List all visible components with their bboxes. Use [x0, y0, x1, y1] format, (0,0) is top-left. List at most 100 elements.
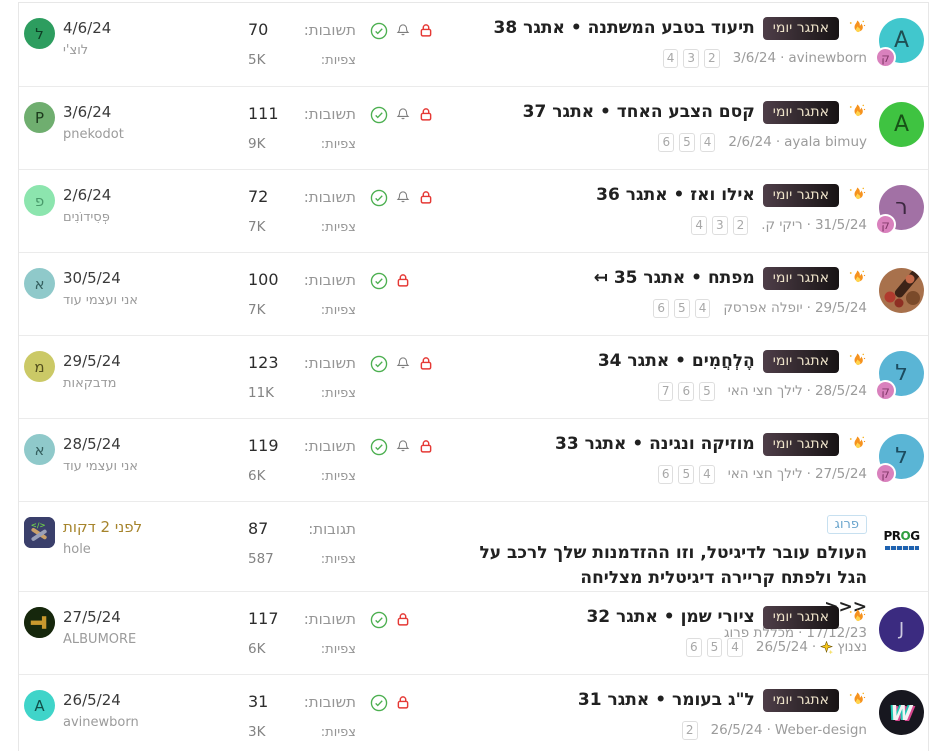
views-count: 587: [248, 551, 274, 567]
topic-byline: מכללת פרוג · 17/12/23: [453, 625, 867, 641]
topic-creator-avatar[interactable]: ר ק: [875, 185, 924, 235]
page-badge[interactable]: 2: [681, 720, 698, 740]
activity-user[interactable]: pnekodot: [63, 127, 124, 142]
hammer-avatar-image[interactable]: [24, 607, 55, 638]
tag-daily-challenge[interactable]: אתגר יומי: [762, 432, 839, 457]
replies-count: 117: [248, 609, 279, 628]
topic-title[interactable]: מפתח • אתגר 35 ↤: [593, 268, 755, 288]
page-badge[interactable]: 4: [699, 464, 715, 484]
page-badge[interactable]: 7: [657, 381, 674, 401]
byline-user[interactable]: לילך חצי האי: [727, 383, 803, 400]
topic-title[interactable]: ציורי שמן • אתגר 32: [586, 607, 755, 627]
topic-creator-avatar[interactable]: A ק: [875, 18, 924, 68]
topic-title[interactable]: תיעוד בטבע המשתנה • אתגר 38: [493, 18, 755, 38]
status-icons: [370, 592, 445, 674]
byline-user[interactable]: לילך חצי האי: [727, 466, 803, 483]
page-badge[interactable]: 5: [706, 637, 723, 657]
last-poster-avatar[interactable]: א: [24, 434, 55, 465]
activity-date[interactable]: 30/5/24: [63, 269, 121, 287]
tag-daily-challenge[interactable]: אתגר יומי: [762, 605, 839, 630]
views-label: צפיות:: [320, 137, 356, 152]
topic-creator-avatar[interactable]: ל ק: [875, 351, 924, 401]
page-badge[interactable]: 4: [691, 215, 707, 235]
topic-creator-avatar[interactable]: A: [879, 102, 924, 147]
page-badge[interactable]: 6: [657, 464, 674, 484]
tag-prog[interactable]: פרוג: [826, 515, 867, 534]
tag-daily-challenge[interactable]: אתגר יומי: [762, 266, 839, 291]
page-badge[interactable]: 3: [683, 48, 699, 68]
topic-title[interactable]: ל"ג בעומר • אתגר 31: [577, 690, 755, 710]
byline-user[interactable]: ריקי ק.: [761, 217, 803, 234]
topic-title[interactable]: קסם הצבע האחד • אתגר 37: [522, 102, 755, 122]
activity-date[interactable]: 28/5/24: [63, 435, 121, 453]
last-poster-avatar[interactable]: מ: [24, 351, 55, 382]
activity-user[interactable]: לוצ'י: [63, 43, 89, 58]
page-badge[interactable]: 6: [685, 637, 702, 657]
tag-daily-challenge[interactable]: אתגר יומי: [762, 349, 839, 374]
topic-title[interactable]: העולם עובר לדיגיטל, וזו ההזדמנות שלך לרכ…: [479, 543, 867, 588]
page-badge[interactable]: 5: [678, 464, 695, 484]
page-badge[interactable]: 4: [727, 637, 743, 657]
topic-title[interactable]: הֶלְחֲמִים • אתגר 34: [597, 351, 755, 371]
page-badge[interactable]: 5: [674, 298, 690, 318]
topic-row: ל ק אתגר יומי מוזיקה ונגינה • אתגר 33 6 …: [19, 418, 928, 501]
violin-avatar-image[interactable]: [879, 268, 924, 313]
activity-user[interactable]: אני ועצמי עוד: [63, 459, 138, 474]
lock-icon: [418, 106, 434, 123]
tag-daily-challenge[interactable]: אתגר יומי: [762, 183, 839, 208]
byline-user[interactable]: יופלה אפרסק: [723, 300, 803, 317]
activity-user[interactable]: פְּסִידוֹנִים: [63, 210, 110, 225]
activity-date[interactable]: לפני 2 דקות: [63, 518, 143, 536]
activity-date[interactable]: 26/5/24: [63, 691, 121, 709]
tag-daily-challenge[interactable]: אתגר יומי: [762, 688, 839, 713]
byline-separator: ·: [806, 217, 811, 234]
page-badge[interactable]: 4: [662, 48, 679, 68]
byline-user[interactable]: ayala bimuy: [784, 134, 867, 151]
activity-date[interactable]: 2/6/24: [63, 186, 112, 204]
last-poster-avatar[interactable]: פ: [24, 185, 55, 216]
activity-date[interactable]: 29/5/24: [63, 352, 121, 370]
page-badge[interactable]: 6: [653, 298, 670, 318]
activity-user[interactable]: hole: [63, 542, 91, 557]
tag-daily-challenge[interactable]: אתגר יומי: [762, 16, 839, 41]
activity-date[interactable]: 27/5/24: [63, 608, 121, 626]
page-badge[interactable]: 4: [694, 298, 711, 318]
topic-creator-avatar[interactable]: ל ק: [875, 434, 924, 484]
topic-title[interactable]: אילו ואז • אתגר 36: [596, 185, 755, 205]
byline-user[interactable]: מכללת פרוג: [723, 625, 795, 642]
activity-user[interactable]: אני ועצמי עוד: [63, 293, 138, 308]
page-badge[interactable]: 5: [679, 132, 695, 152]
activity-date[interactable]: 4/6/24: [63, 19, 112, 37]
byline-user[interactable]: נצנוץ: [837, 639, 867, 656]
activity-date[interactable]: 3/6/24: [63, 103, 112, 121]
page-badge[interactable]: 2: [703, 48, 720, 68]
last-poster-avatar[interactable]: A: [24, 690, 55, 721]
activity-cell: ל 4/6/24 לוצ'י: [19, 3, 240, 86]
page-badge[interactable]: 3: [711, 215, 728, 235]
page-badge[interactable]: 5: [699, 381, 715, 401]
page-badge[interactable]: 4: [699, 132, 716, 152]
page-badge[interactable]: 6: [658, 132, 675, 152]
replies-label: תשובות:: [303, 610, 356, 628]
activity-user[interactable]: ALBUMORE: [63, 632, 137, 647]
flame-icon: [847, 184, 867, 206]
page-badge[interactable]: 6: [678, 381, 695, 401]
last-poster-avatar[interactable]: ל: [24, 18, 55, 49]
activity-user[interactable]: מדבקאות: [63, 376, 117, 391]
tools-avatar-image[interactable]: </>: [24, 517, 55, 548]
page-badge[interactable]: 2: [732, 215, 749, 235]
byline-user[interactable]: Weber-design: [774, 722, 867, 739]
last-poster-avatar[interactable]: א: [24, 268, 55, 299]
topic-creator-avatar[interactable]: J: [879, 607, 924, 652]
last-poster-avatar[interactable]: P: [24, 102, 55, 133]
activity-user[interactable]: avinewborn: [63, 715, 139, 730]
avatar-letter: J: [898, 619, 905, 640]
flame-icon: [847, 350, 867, 372]
prog-logo-avatar[interactable]: PROG: [879, 517, 924, 562]
byline-user[interactable]: avinewborn: [788, 50, 867, 67]
topic-title[interactable]: מוזיקה ונגינה • אתגר 33: [555, 434, 755, 454]
views-count: 6K: [248, 468, 266, 484]
weber-logo-avatar[interactable]: W: [879, 690, 924, 735]
solved-check-icon: [370, 355, 388, 373]
tag-daily-challenge[interactable]: אתגר יומי: [762, 100, 839, 125]
